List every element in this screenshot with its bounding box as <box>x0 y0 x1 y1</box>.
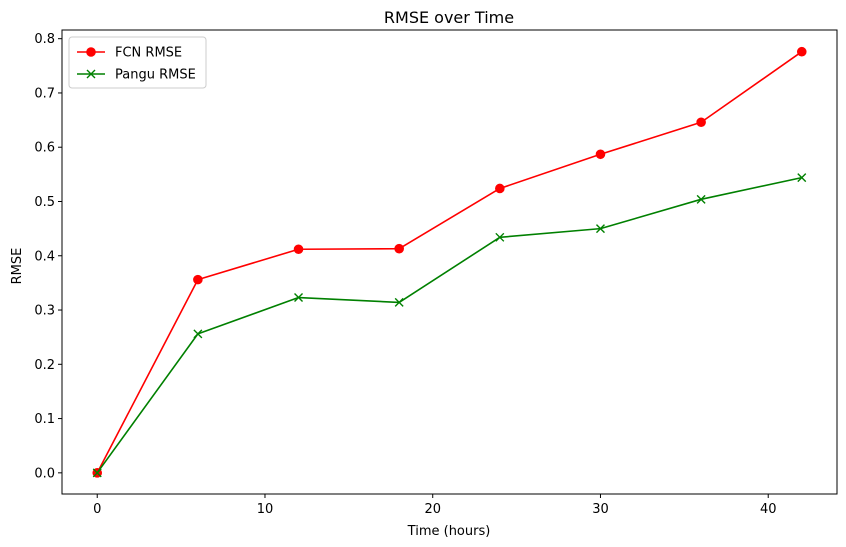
x-tick-label-10: 10 <box>257 502 274 517</box>
legend-marker-1 <box>86 69 96 79</box>
legend-label-0: FCN RMSE <box>115 46 182 61</box>
y-tick-label-6: 0.6 <box>34 141 55 156</box>
y-tick-label-8: 0.8 <box>34 32 55 47</box>
data-point-1-1 <box>193 329 203 339</box>
data-point-1-6 <box>696 194 706 204</box>
x-tick-label-30: 30 <box>592 502 609 517</box>
data-point-0-1 <box>193 274 203 285</box>
data-point-0-4 <box>495 183 505 194</box>
plot-frame <box>61 29 838 495</box>
data-point-1-2 <box>294 293 304 303</box>
series-0 <box>92 46 807 478</box>
data-point-0-2 <box>293 244 304 255</box>
y-tick-label-2: 0.2 <box>34 358 55 373</box>
legend-label-1: Pangu RMSE <box>115 68 196 83</box>
data-point-1-5 <box>595 224 605 234</box>
y-tick-label-5: 0.5 <box>34 195 55 210</box>
y-tick-label-7: 0.7 <box>34 86 55 101</box>
y-tick-label-0: 0.0 <box>34 466 55 481</box>
data-point-1-7 <box>797 173 807 183</box>
plot-area: 0 10 20 30 40 0.0 0.1 0.2 0.3 0.4 0.5 0.6 0.7 0.8 <box>34 29 838 517</box>
data-point-0-7 <box>796 46 807 57</box>
legend-marker-0 <box>86 47 96 57</box>
legend: FCN RMSE Pangu RMSE <box>68 36 207 89</box>
data-point-0-6 <box>696 117 706 128</box>
y-axis-label: RMSE <box>10 248 25 285</box>
x-tick-label-40: 40 <box>760 502 777 517</box>
y-tick-label-1: 0.1 <box>34 412 55 427</box>
data-point-1-0 <box>92 468 102 478</box>
data-point-1-3 <box>394 297 404 307</box>
x-axis-label: Time (hours) <box>407 524 491 539</box>
series-line-0 <box>96 51 803 474</box>
series-1 <box>92 173 807 478</box>
y-tick-label-4: 0.4 <box>34 249 55 264</box>
data-point-0-3 <box>394 243 404 254</box>
data-point-0-5 <box>595 149 606 160</box>
x-tick-label-20: 20 <box>424 502 441 517</box>
y-tick-label-3: 0.3 <box>34 304 55 319</box>
x-tick-label-0: 0 <box>93 502 101 517</box>
legend-box <box>68 36 207 89</box>
chart-title: RMSE over Time <box>384 8 514 27</box>
series-line-1 <box>96 176 802 474</box>
data-point-1-4 <box>495 232 505 242</box>
